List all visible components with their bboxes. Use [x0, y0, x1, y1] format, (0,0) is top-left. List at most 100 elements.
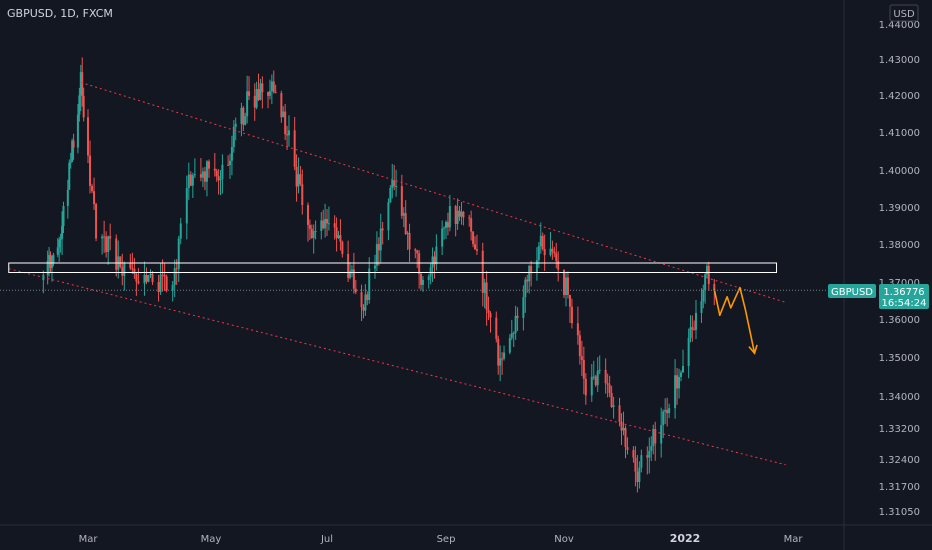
- time-axis[interactable]: Mar May Jul Sep Nov 2022 Mar: [79, 532, 804, 545]
- candle: [48, 246, 51, 277]
- candle: [522, 285, 525, 331]
- candle: [555, 242, 558, 269]
- candle: [87, 109, 89, 164]
- candle: [668, 403, 671, 419]
- candle: [705, 263, 708, 279]
- candle: [286, 125, 289, 150]
- candle: [310, 224, 313, 239]
- candle: [676, 367, 679, 405]
- candle: [274, 84, 277, 94]
- candle: [187, 162, 190, 200]
- candle: [535, 247, 538, 281]
- candle: [230, 135, 233, 176]
- candle: [163, 263, 166, 292]
- candle: [333, 215, 336, 240]
- candle: [227, 155, 230, 167]
- candle: [306, 202, 309, 242]
- candle: [420, 271, 423, 291]
- price-tick-label: 1.43000: [879, 55, 920, 66]
- candle: [537, 242, 540, 268]
- candle: [352, 252, 355, 294]
- candle: [215, 168, 218, 182]
- time-tick-label: Nov: [554, 534, 574, 545]
- candle: [133, 257, 136, 279]
- price-axis[interactable]: 1.44000 1.43000 1.42000 1.41000 1.40000 1.390…: [879, 20, 920, 518]
- candle: [185, 175, 188, 240]
- candle: [707, 261, 710, 291]
- candle: [594, 374, 597, 387]
- candle: [259, 78, 262, 101]
- candle: [312, 224, 315, 254]
- time-tick-label: Sep: [437, 534, 456, 545]
- currency-badge[interactable]: USD: [893, 9, 915, 20]
- time-tick-label: Jul: [320, 534, 333, 545]
- candle: [377, 237, 380, 266]
- candle: [475, 234, 478, 255]
- candle: [52, 252, 55, 267]
- candle: [161, 259, 164, 292]
- price-tick-label: 1.33200: [879, 424, 920, 435]
- candle: [468, 214, 471, 227]
- candle: [337, 231, 340, 240]
- candle: [391, 163, 394, 199]
- candle: [495, 311, 498, 343]
- candle: [201, 167, 204, 188]
- candle: [123, 261, 126, 291]
- candle: [584, 373, 587, 405]
- price-badge-value-bg: [879, 284, 929, 309]
- candle: [95, 202, 98, 242]
- candle: [293, 116, 296, 171]
- projection-arrow-path[interactable]: [713, 286, 756, 354]
- candle: [349, 262, 352, 280]
- candle: [387, 198, 390, 241]
- candle: [56, 238, 59, 258]
- candle: [650, 436, 653, 462]
- candle: [354, 279, 357, 295]
- candle: [472, 231, 475, 248]
- candle: [145, 267, 148, 285]
- candle: [483, 278, 486, 309]
- candle: [682, 349, 685, 373]
- candle: [246, 75, 249, 124]
- candle: [543, 234, 546, 271]
- candle: [606, 373, 609, 398]
- price-tick-label: 1.39000: [879, 203, 920, 214]
- candle: [347, 240, 350, 283]
- candle: [526, 274, 529, 293]
- candle: [232, 120, 235, 153]
- candle: [287, 115, 290, 147]
- channel-lower-line[interactable]: [8, 268, 786, 466]
- candle: [151, 271, 154, 285]
- candle: [205, 160, 208, 197]
- currency-badge-frame[interactable]: [889, 4, 919, 22]
- candle: [69, 152, 72, 169]
- candle: [470, 210, 473, 241]
- candle: [700, 288, 703, 323]
- channel-upper-line[interactable]: [80, 81, 786, 303]
- price-badge: GBPUSD 1.36776 16:54:24: [828, 284, 929, 309]
- candle: [242, 105, 245, 131]
- candle: [395, 169, 398, 197]
- candle: [379, 213, 382, 263]
- price-tick-label: 1.35000: [879, 353, 920, 364]
- candle: [157, 274, 160, 302]
- candle: [654, 421, 657, 461]
- candle: [660, 407, 663, 458]
- candle: [72, 133, 75, 160]
- candle: [297, 157, 300, 194]
- candle: [129, 253, 132, 271]
- candle: [115, 234, 118, 277]
- candle: [50, 255, 53, 282]
- candle: [416, 249, 419, 268]
- candle: [666, 397, 669, 427]
- candle: [568, 294, 571, 323]
- candle: [454, 204, 457, 237]
- candle: [418, 249, 421, 289]
- price-tick-label: 1.31700: [879, 482, 920, 493]
- resistance-zone-rect[interactable]: [8, 262, 778, 273]
- candle: [429, 262, 432, 285]
- candle: [341, 240, 344, 258]
- candle: [557, 251, 560, 282]
- symbol-label[interactable]: GBPUSD, 1D, FXCM: [7, 7, 113, 20]
